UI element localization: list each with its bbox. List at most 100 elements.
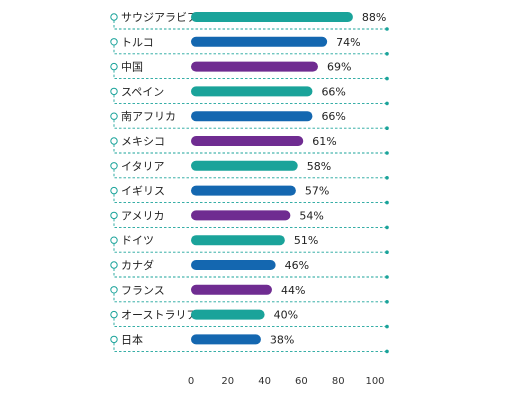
chart-row: オーストラリア 40%	[110, 309, 389, 329]
guide-circle	[110, 310, 118, 319]
x-tick-label: 60	[295, 376, 308, 387]
category-label: イギリス	[121, 185, 165, 198]
category-label: アメリカ	[121, 209, 164, 222]
bar	[191, 111, 313, 122]
guide-dot	[385, 76, 389, 81]
guide-dot	[385, 250, 389, 254]
guide-line	[113, 144, 387, 154]
chart-row: 中国 69%	[110, 61, 389, 81]
bar	[191, 284, 272, 295]
bar	[191, 235, 285, 246]
category-label: ドイツ	[121, 234, 154, 247]
guide-dot	[385, 200, 389, 205]
guide-dot	[385, 275, 389, 279]
guide-line	[113, 20, 387, 30]
chart-row: スペイン 66%	[110, 85, 389, 106]
guide-line	[113, 318, 387, 328]
chart-row: メキシコ 61%	[110, 135, 389, 155]
guide-dot	[385, 324, 389, 329]
guide-circle	[110, 137, 118, 145]
chart-row: カナダ 46%	[110, 258, 389, 279]
bar	[191, 86, 313, 97]
guide-dot	[385, 101, 389, 106]
category-label: トルコ	[121, 36, 154, 49]
guide-dot	[385, 176, 389, 180]
bar	[191, 61, 318, 72]
value-label: 66%	[321, 85, 345, 98]
x-tick-label: 100	[365, 376, 384, 387]
category-label: カナダ	[121, 258, 154, 272]
guide-circle	[110, 186, 118, 195]
guide-line	[113, 169, 387, 179]
chart-row: トルコ 74%	[110, 36, 389, 56]
guide-line	[113, 218, 387, 228]
bar	[191, 334, 261, 345]
bar	[191, 36, 328, 47]
guide-line	[113, 45, 387, 55]
x-tick-label: 40	[258, 376, 271, 387]
category-label: 中国	[121, 61, 143, 74]
guide-circle	[110, 87, 118, 96]
guide-dot	[385, 126, 389, 130]
value-label: 74%	[336, 36, 360, 49]
bar	[191, 136, 304, 146]
chart-row: ドイツ 51%	[110, 234, 389, 254]
bar	[191, 210, 291, 221]
guide-circle	[110, 13, 118, 21]
category-label: サウジアラビア	[121, 11, 198, 24]
value-label: 58%	[307, 160, 331, 173]
guide-circle	[110, 236, 118, 244]
guide-line	[113, 94, 387, 104]
category-label: スペイン	[121, 85, 164, 98]
x-tick-label: 20	[221, 376, 234, 387]
value-label: 88%	[362, 11, 386, 24]
category-label: メキシコ	[121, 135, 165, 148]
bar	[191, 309, 265, 320]
category-label: フランス	[121, 284, 165, 297]
guide-line	[113, 119, 387, 129]
chart-row: サウジアラビア 88%	[110, 11, 389, 31]
x-tick-label: 0	[188, 376, 194, 387]
guide-line	[113, 293, 387, 303]
chart-row: フランス 44%	[110, 284, 389, 304]
guide-circle	[110, 38, 118, 46]
value-label: 61%	[312, 135, 336, 148]
bar	[191, 12, 353, 22]
guide-line	[113, 194, 387, 204]
guide-line	[113, 70, 387, 80]
chart-row: イタリア 58%	[110, 160, 389, 180]
value-label: 38%	[270, 333, 294, 346]
guide-circle	[110, 211, 118, 220]
guide-circle	[110, 162, 118, 170]
value-label: 46%	[285, 259, 309, 272]
chart-row: イギリス 57%	[110, 185, 389, 205]
guide-dot	[385, 300, 389, 304]
guide-circle	[110, 261, 118, 269]
category-label: イタリア	[121, 160, 165, 173]
guide-line	[113, 268, 387, 278]
value-label: 54%	[299, 209, 323, 222]
guide-line	[113, 342, 387, 352]
x-tick-label: 80	[332, 376, 345, 387]
guide-circle	[110, 112, 118, 120]
value-label: 66%	[321, 110, 345, 123]
guide-dot	[385, 151, 389, 155]
value-label: 69%	[327, 61, 351, 74]
value-label: 40%	[274, 309, 298, 322]
value-label: 44%	[281, 284, 305, 297]
guide-dot	[385, 52, 389, 56]
guide-dot	[385, 349, 389, 354]
category-label: 日本	[121, 332, 143, 346]
chart-row: 日本 38%	[110, 332, 389, 354]
x-axis: 0 20 40 60 80 100	[188, 376, 385, 387]
bar	[191, 185, 296, 196]
chart-rows: サウジアラビア 88% トルコ 74% 中国 69% スペイン 66% 南アフリカ 66% メキシコ…	[110, 11, 389, 354]
bar	[191, 260, 276, 270]
guide-circle	[110, 62, 118, 71]
guide-dot	[385, 225, 389, 230]
guide-circle	[110, 335, 118, 344]
bar	[191, 160, 298, 171]
category-label: 南アフリカ	[121, 110, 176, 123]
category-label: オーストラリア	[121, 309, 197, 322]
